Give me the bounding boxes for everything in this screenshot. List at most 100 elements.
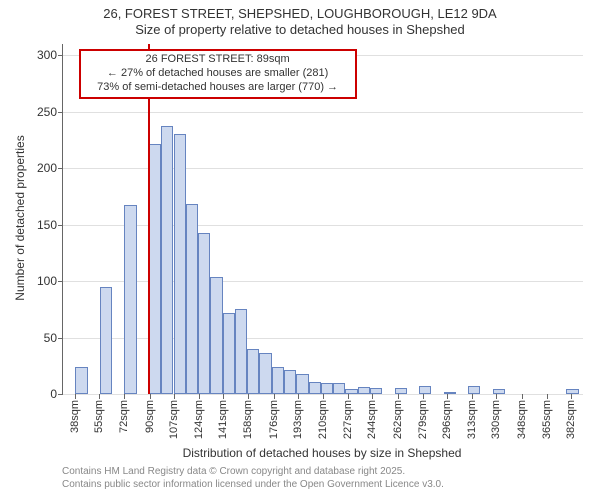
histogram-bar: [174, 134, 186, 394]
histogram-bar: [566, 389, 578, 394]
y-tick: [58, 281, 63, 282]
y-tick: [58, 168, 63, 169]
histogram-bar: [468, 386, 480, 394]
y-axis-label: Number of detached properties: [13, 118, 27, 318]
x-tick: [447, 394, 448, 399]
histogram-bar: [247, 349, 259, 394]
y-tick: [58, 394, 63, 395]
y-tick-label: 150: [37, 218, 57, 232]
x-tick: [571, 394, 572, 399]
histogram-bar: [272, 367, 284, 394]
y-tick-label: 0: [50, 387, 57, 401]
x-tick-label: 124sqm: [193, 400, 205, 439]
x-tick: [75, 394, 76, 399]
x-tick: [423, 394, 424, 399]
x-tick-label: 158sqm: [242, 400, 254, 439]
x-tick: [199, 394, 200, 399]
x-tick: [274, 394, 275, 399]
histogram-bar: [235, 309, 247, 394]
x-tick-label: 38sqm: [69, 400, 81, 433]
x-tick: [124, 394, 125, 399]
histogram-bar: [75, 367, 87, 394]
x-tick: [174, 394, 175, 399]
x-tick-label: 72sqm: [118, 400, 130, 433]
plot-area: 05010015020025030038sqm55sqm72sqm90sqm10…: [62, 44, 583, 395]
gridline: [63, 338, 583, 339]
histogram-bar: [493, 389, 505, 394]
x-tick-label: 227sqm: [342, 400, 354, 439]
histogram-bar: [100, 287, 112, 394]
histogram-bar: [444, 392, 456, 394]
x-tick-label: 210sqm: [317, 400, 329, 439]
footer-line-1: Contains HM Land Registry data © Crown c…: [62, 466, 444, 479]
histogram-bar: [210, 277, 222, 394]
histogram-bar: [223, 313, 235, 394]
histogram-bar: [358, 387, 370, 394]
x-tick: [398, 394, 399, 399]
chart-container: 26, FOREST STREET, SHEPSHED, LOUGHBOROUG…: [0, 0, 600, 500]
annotation-line: ← 27% of detached houses are smaller (28…: [87, 67, 349, 81]
histogram-bar: [186, 204, 198, 394]
y-tick-label: 100: [37, 274, 57, 288]
title-line-1: 26, FOREST STREET, SHEPSHED, LOUGHBOROUG…: [0, 6, 600, 22]
x-tick-label: 244sqm: [366, 400, 378, 439]
x-tick: [522, 394, 523, 399]
x-tick-label: 193sqm: [292, 400, 304, 439]
x-tick: [223, 394, 224, 399]
x-tick-label: 330sqm: [490, 400, 502, 439]
x-tick-label: 262sqm: [392, 400, 404, 439]
title-block: 26, FOREST STREET, SHEPSHED, LOUGHBOROUG…: [0, 0, 600, 37]
x-tick-label: 176sqm: [268, 400, 280, 439]
x-tick: [472, 394, 473, 399]
x-tick-label: 141sqm: [217, 400, 229, 439]
x-tick-label: 348sqm: [516, 400, 528, 439]
gridline: [63, 112, 583, 113]
gridline: [63, 281, 583, 282]
annotation-line: 73% of semi-detached houses are larger (…: [87, 81, 349, 95]
x-tick: [298, 394, 299, 399]
title-line-2: Size of property relative to detached ho…: [0, 22, 600, 38]
y-tick: [58, 112, 63, 113]
y-tick-label: 200: [37, 161, 57, 175]
histogram-bar: [296, 374, 308, 394]
y-tick-label: 250: [37, 105, 57, 119]
y-tick-label: 50: [44, 331, 57, 345]
histogram-bar: [321, 383, 333, 394]
histogram-bar: [309, 382, 321, 394]
x-tick: [496, 394, 497, 399]
x-tick: [372, 394, 373, 399]
x-tick-label: 90sqm: [144, 400, 156, 433]
x-tick-label: 313sqm: [466, 400, 478, 439]
footer-line-2: Contains public sector information licen…: [62, 479, 444, 492]
x-tick: [323, 394, 324, 399]
histogram-bar: [149, 144, 161, 394]
histogram-bar: [198, 233, 210, 394]
x-tick-label: 279sqm: [417, 400, 429, 439]
y-tick: [58, 225, 63, 226]
x-tick-label: 365sqm: [541, 400, 553, 439]
histogram-bar: [333, 383, 345, 394]
x-tick-label: 55sqm: [93, 400, 105, 433]
x-tick-label: 296sqm: [441, 400, 453, 439]
y-tick: [58, 338, 63, 339]
attribution-footer: Contains HM Land Registry data © Crown c…: [62, 466, 444, 491]
x-tick-label: 382sqm: [565, 400, 577, 439]
histogram-bar: [395, 388, 407, 394]
histogram-bar: [419, 386, 431, 394]
histogram-bar: [161, 126, 173, 394]
histogram-bar: [284, 370, 296, 394]
x-tick: [248, 394, 249, 399]
y-tick-label: 300: [37, 48, 57, 62]
annotation-box: 26 FOREST STREET: 89sqm← 27% of detached…: [79, 49, 357, 98]
x-tick: [348, 394, 349, 399]
histogram-bar: [124, 205, 136, 394]
x-tick-label: 107sqm: [168, 400, 180, 439]
gridline: [63, 225, 583, 226]
x-tick: [99, 394, 100, 399]
gridline: [63, 168, 583, 169]
y-tick: [58, 55, 63, 56]
annotation-line: 26 FOREST STREET: 89sqm: [87, 53, 349, 67]
x-tick: [547, 394, 548, 399]
x-tick: [150, 394, 151, 399]
x-axis-label: Distribution of detached houses by size …: [62, 446, 582, 460]
